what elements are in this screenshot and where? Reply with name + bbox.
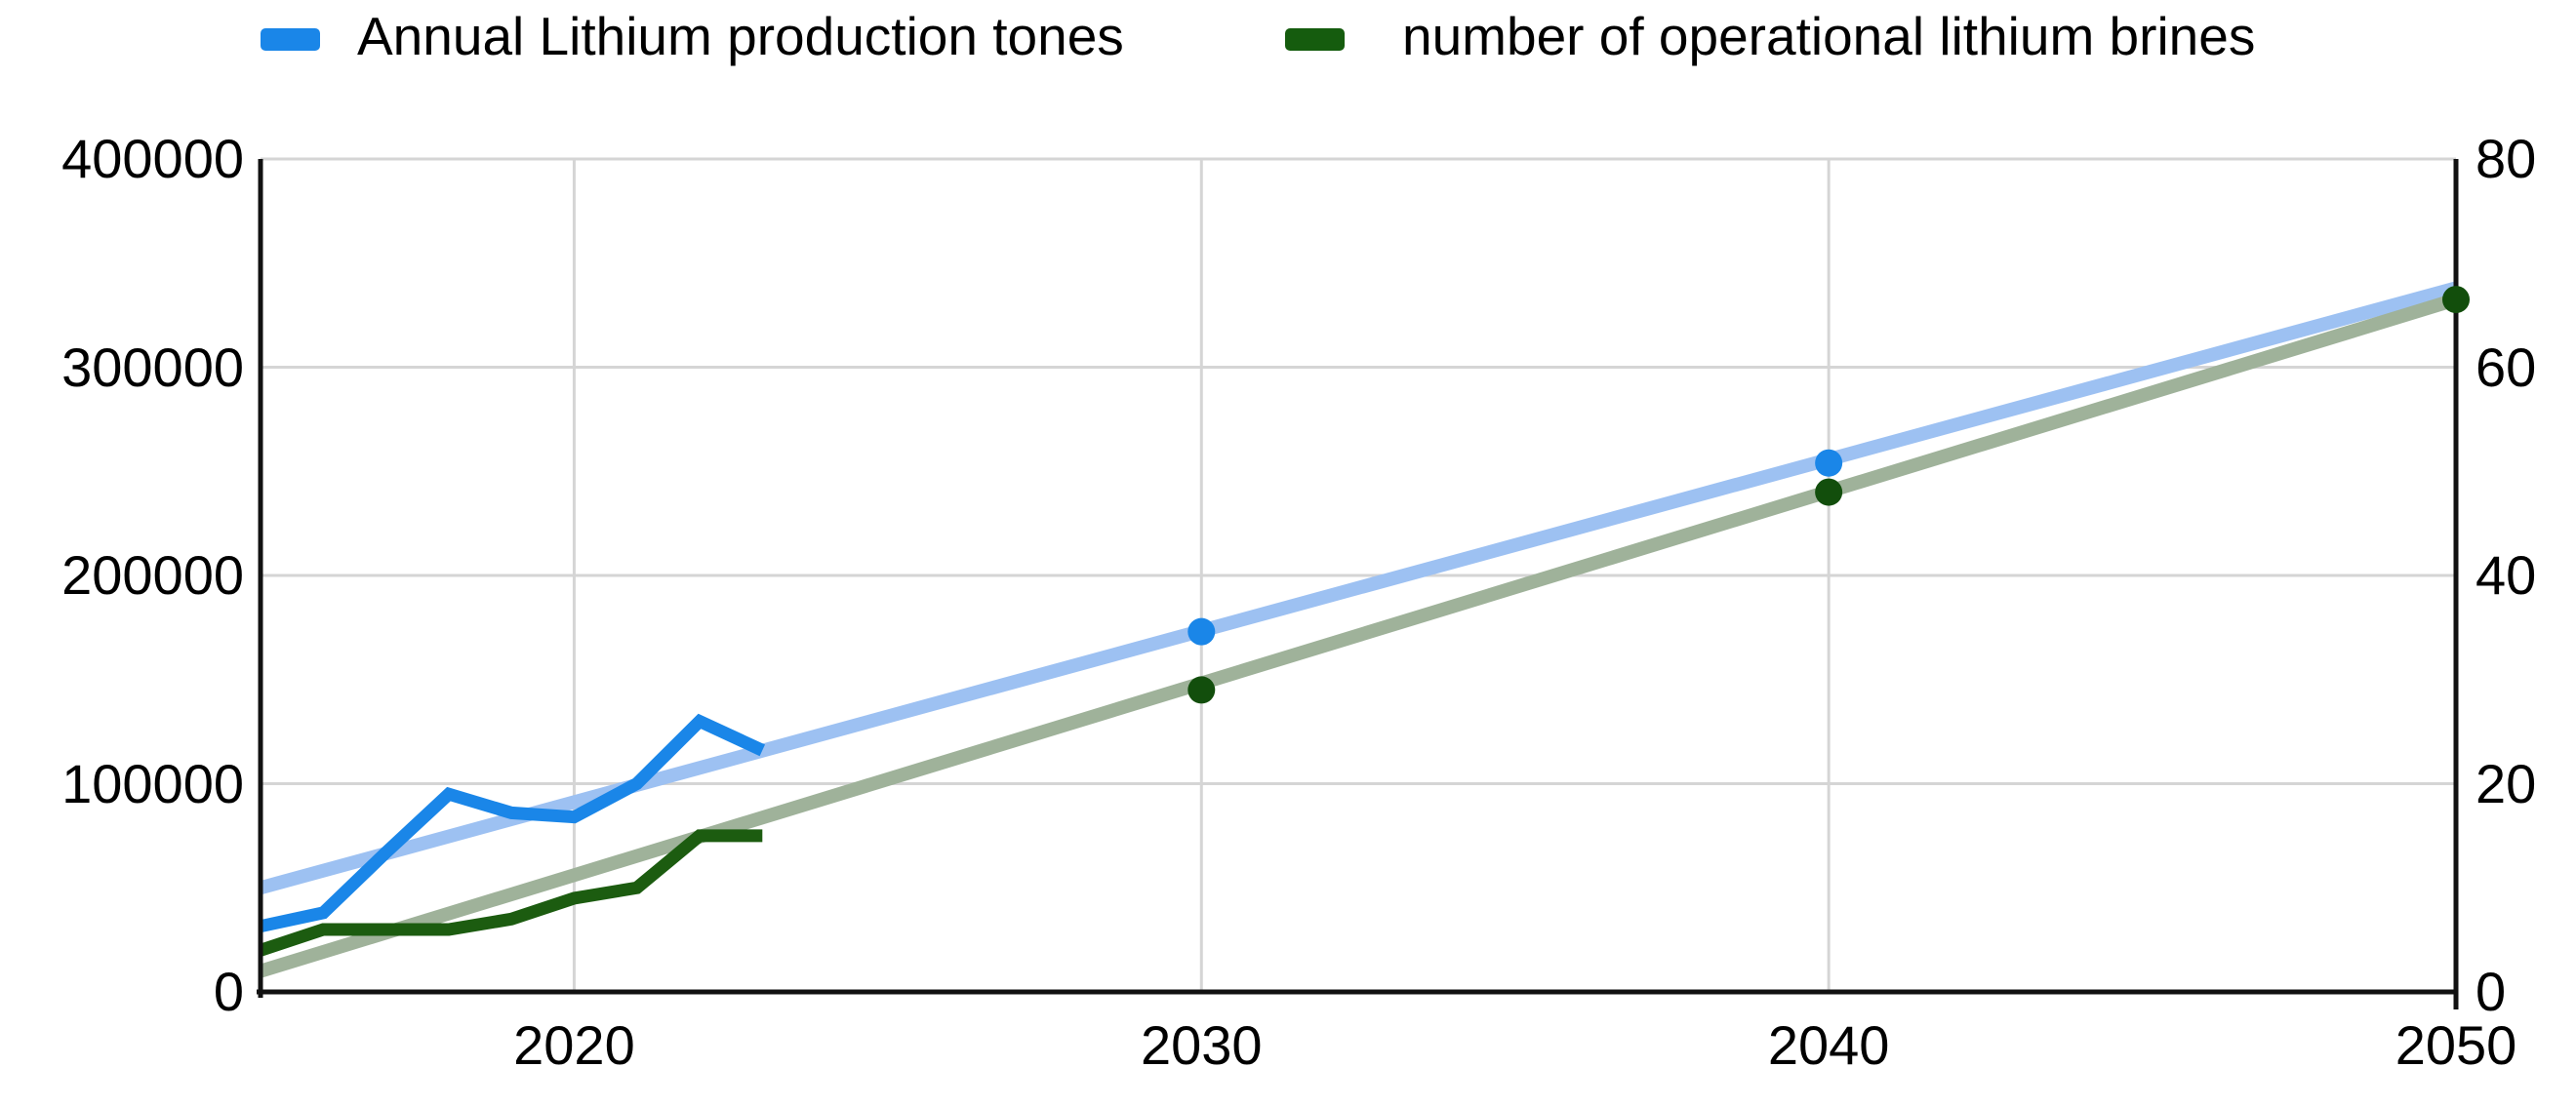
trend-point-annual-lithium-2040 xyxy=(1815,449,1843,477)
trend-point-annual-lithium-2030 xyxy=(1187,617,1216,646)
trend-point-brines-2040 xyxy=(1815,478,1843,506)
y-axis-left-tick-400000: 400000 xyxy=(61,128,244,189)
y-axis-left-tick-300000: 300000 xyxy=(61,336,244,398)
legend-label-brines: number of operational lithium brines xyxy=(1402,6,2256,66)
trendline-brines xyxy=(258,293,2459,978)
trend-point-brines-2030 xyxy=(1187,676,1216,704)
series-line-brines xyxy=(258,829,763,957)
x-axis-tick-2030: 2030 xyxy=(1140,1014,1263,1076)
y-axis-right-tick-20: 20 xyxy=(2475,752,2537,814)
y-axis-left-tick-200000: 200000 xyxy=(61,544,244,606)
y-axis-right-tick-80: 80 xyxy=(2475,128,2537,189)
legend-label-annual-lithium: Annual Lithium production tones xyxy=(357,6,1124,66)
series-line-annual-lithium xyxy=(259,713,766,933)
x-axis-tick-2050: 2050 xyxy=(2395,1014,2517,1076)
legend-swatch-brines xyxy=(1285,28,1345,51)
legend-swatch-annual-lithium xyxy=(261,28,320,51)
trendline-annual-lithium xyxy=(259,281,2458,895)
plot-area-svg xyxy=(257,157,2470,1009)
x-axis-tick-2040: 2040 xyxy=(1767,1014,1890,1076)
y-axis-right-tick-40: 40 xyxy=(2475,544,2537,606)
y-axis-left-tick-0: 0 xyxy=(213,961,244,1022)
y-axis-right-tick-60: 60 xyxy=(2475,336,2537,398)
y-axis-left-tick-100000: 100000 xyxy=(61,752,244,814)
legend: Annual Lithium production tones number o… xyxy=(0,0,2576,68)
y-axis-right-tick-0: 0 xyxy=(2475,961,2507,1022)
x-axis-tick-2020: 2020 xyxy=(513,1014,635,1076)
trend-point-brines-2050 xyxy=(2442,286,2470,314)
